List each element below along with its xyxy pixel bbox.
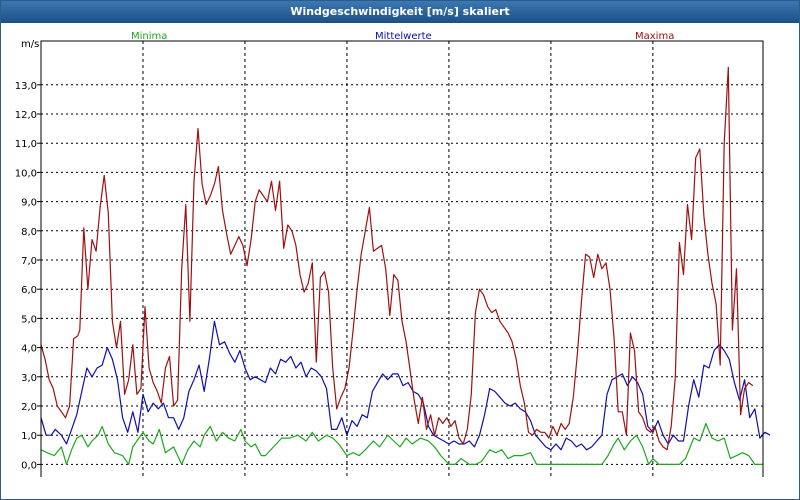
legend-maxima: Maxima — [635, 31, 674, 42]
legend-mittelwerte: Mittelwerte — [375, 31, 432, 42]
y-tick-label: 11,0 — [15, 139, 37, 150]
series-line-minima — [40, 422, 763, 465]
y-tick-label: 3,0 — [21, 373, 37, 384]
series-lines — [40, 66, 771, 465]
y-tick-label: 8,0 — [21, 227, 37, 238]
y-tick-label: 7,0 — [21, 256, 37, 267]
y-tick-label: 0,0 — [21, 460, 37, 471]
y-axis-label: m/s — [21, 39, 39, 50]
y-tick-label: 2,0 — [21, 402, 37, 413]
y-axis: 0,0 1,0 2,0 3,0 4,0 5,0 6,0 7,0 8,0 9,0 10,0 11,0 12… — [15, 81, 41, 471]
plot-frame — [40, 40, 764, 477]
y-tick-label: 4,0 — [21, 344, 37, 355]
y-tick-label: 13,0 — [15, 81, 37, 92]
y-tick-label: 10,0 — [15, 168, 37, 179]
series-line-mittelwerte — [40, 320, 771, 451]
window-title: Windgeschwindigkeit [m/s] skaliert — [1, 1, 799, 23]
y-tick-label: 6,0 — [21, 285, 37, 296]
y-tick-label: 1,0 — [21, 431, 37, 442]
grid — [41, 41, 763, 477]
y-tick-label: 9,0 — [21, 198, 37, 209]
chart-area: m/s Minima Mittelwerte Maxima 0,0 1,0 2,0 3… — [15, 31, 771, 477]
legend: Minima Mittelwerte Maxima — [131, 31, 674, 42]
y-tick-label: 12,0 — [15, 110, 37, 121]
y-tick-label: 5,0 — [21, 314, 37, 325]
legend-minima: Minima — [131, 31, 167, 42]
series-line-maxima — [40, 66, 754, 451]
